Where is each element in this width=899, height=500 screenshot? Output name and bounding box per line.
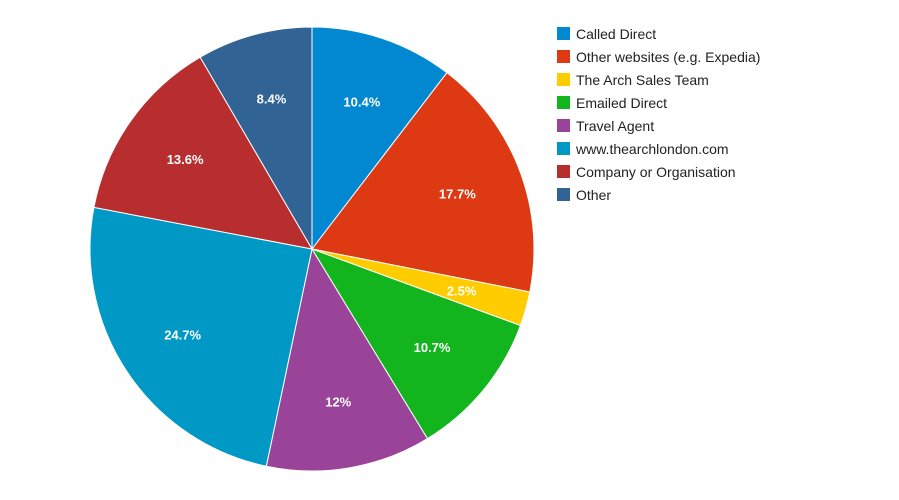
pie-slice-4 xyxy=(310,248,522,440)
legend-swatch xyxy=(557,96,570,109)
slice-value-label: 10.7% xyxy=(414,340,451,355)
legend-swatch xyxy=(557,165,570,178)
legend-swatch xyxy=(557,73,570,86)
pie-chart-plot: 10.4% 17.7% 2.5% 10.7% 12% 24.7% 13.6% 8.4% xyxy=(89,26,535,472)
pie-slices xyxy=(89,26,535,472)
slice-value-label: 2.5% xyxy=(447,283,477,298)
legend-item[interactable]: Called Direct xyxy=(557,22,760,45)
legend-swatch xyxy=(557,119,570,132)
legend-label: www.thearchlondon.com xyxy=(576,140,729,157)
chart-legend: Called Direct Other websites (e.g. Expedi… xyxy=(557,22,760,206)
legend-item[interactable]: The Arch Sales Team xyxy=(557,68,760,91)
pie-slice-7 xyxy=(93,56,313,250)
slice-value-label: 10.4% xyxy=(343,94,380,109)
legend-label: Emailed Direct xyxy=(576,94,668,111)
legend-item[interactable]: Travel Agent xyxy=(557,114,760,137)
legend-swatch xyxy=(557,142,570,155)
legend-label: Called Direct xyxy=(576,25,657,42)
legend-label: Other xyxy=(576,186,612,203)
pie-slice-8 xyxy=(199,26,313,251)
legend-swatch xyxy=(557,27,570,40)
legend-item[interactable]: Emailed Direct xyxy=(557,91,760,114)
legend-item[interactable]: www.thearchlondon.com xyxy=(557,137,760,160)
slice-value-label: 8.4% xyxy=(257,91,287,106)
slice-value-label: 24.7% xyxy=(164,328,201,343)
legend-item[interactable]: Other xyxy=(557,183,760,206)
slice-value-label: 17.7% xyxy=(439,187,476,202)
legend-label: Company or Organisation xyxy=(576,163,736,180)
legend-label: Other websites (e.g. Expedia) xyxy=(576,48,761,65)
legend-label: Travel Agent xyxy=(576,117,655,134)
pie-slice-5 xyxy=(265,247,429,472)
legend-swatch xyxy=(557,50,570,63)
legend-swatch xyxy=(557,188,570,201)
pie-slice-6 xyxy=(89,206,313,467)
legend-item[interactable]: Company or Organisation xyxy=(557,160,760,183)
pie-slice-1 xyxy=(311,26,448,251)
slice-value-label: 12% xyxy=(325,395,351,410)
pie-slice-labels: 10.4% 17.7% 2.5% 10.7% 12% 24.7% 13.6% 8.4% xyxy=(164,91,477,409)
slice-value-label: 13.6% xyxy=(167,152,204,167)
legend-label: The Arch Sales Team xyxy=(576,71,709,88)
pie-slice-2 xyxy=(311,72,535,293)
legend-item[interactable]: Other websites (e.g. Expedia) xyxy=(557,45,760,68)
